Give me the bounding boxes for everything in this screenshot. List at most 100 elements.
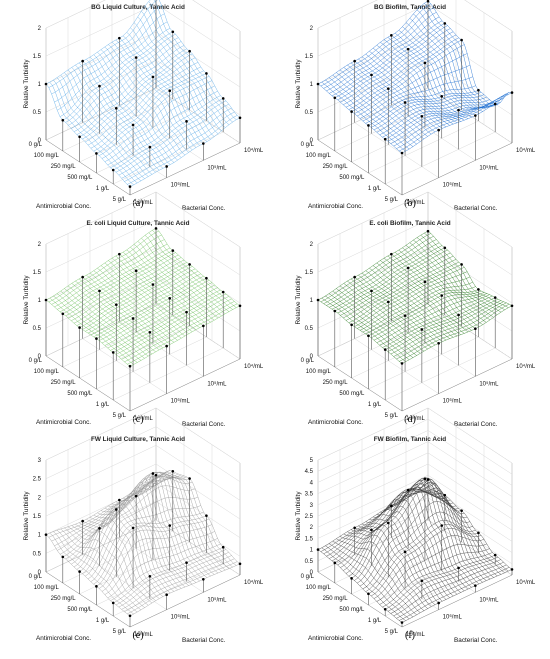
- x-axis-label: Antimicrobial Conc.: [36, 419, 91, 426]
- data-point: [403, 550, 407, 554]
- data-point: [134, 494, 138, 498]
- data-point: [165, 344, 168, 348]
- mesh-line-v: [391, 478, 476, 586]
- data-point: [98, 84, 101, 88]
- y-axis-label: Bacterial Conc.: [454, 205, 498, 212]
- mesh-line-v: [82, 509, 167, 595]
- y-tick-label: 10⁷/mL: [134, 631, 154, 638]
- data-point: [383, 348, 387, 351]
- mesh-line-v: [361, 56, 447, 128]
- x-tick-label: 250 mg/L: [51, 596, 77, 602]
- z-tick-label: 0: [310, 570, 314, 576]
- mesh-line-v: [420, 483, 505, 573]
- mesh-line-v: [122, 472, 208, 578]
- mesh-line-v: [97, 495, 182, 589]
- mesh-line-u: [362, 76, 473, 122]
- mesh-line-v: [427, 231, 513, 306]
- data-point: [350, 323, 353, 327]
- data-point: [118, 252, 121, 256]
- mesh-line-v: [380, 42, 465, 121]
- x-tick-label: 250 mg/L: [323, 596, 349, 602]
- x-axis-label: Antimicrobial Conc.: [308, 419, 363, 426]
- data-point: [510, 304, 514, 308]
- mesh-line-v: [350, 62, 436, 133]
- data-point: [61, 555, 65, 559]
- data-point: [423, 280, 427, 284]
- mesh-line-v: [122, 35, 208, 142]
- data-point: [443, 493, 447, 497]
- mesh-line-u: [129, 563, 241, 617]
- z-tick-label: 2: [310, 525, 314, 531]
- mesh-line-v: [350, 524, 436, 605]
- data-point: [477, 531, 480, 535]
- data-point: [154, 473, 158, 477]
- mesh-line-u: [376, 96, 487, 133]
- mesh-line-v: [325, 545, 410, 619]
- mesh-line-v: [416, 9, 502, 108]
- mesh-line-v: [391, 35, 476, 116]
- data-point: [493, 296, 497, 299]
- data-point: [440, 95, 444, 98]
- mesh-line-v: [361, 272, 447, 341]
- mesh-line-v: [409, 242, 494, 318]
- data-point: [171, 249, 175, 252]
- mesh-line-u: [71, 41, 182, 129]
- y-tick-label: 10⁵/mL: [207, 164, 227, 171]
- mesh-line-v: [130, 472, 215, 575]
- y-tick-label: 10⁶/mL: [443, 182, 463, 189]
- mesh-line-v: [130, 27, 215, 137]
- data-point: [61, 118, 65, 122]
- data-point: [386, 521, 390, 525]
- y-axis-label: Bacterial Conc.: [454, 637, 498, 644]
- z-tick-label: 4: [310, 480, 314, 486]
- data-point: [426, 229, 430, 233]
- data-point: [114, 508, 118, 511]
- y-tick-label: 10⁶/mL: [443, 398, 463, 405]
- mesh-line-v: [358, 275, 443, 342]
- z-tick-label: 1: [310, 548, 314, 554]
- mesh-line-v: [424, 3, 509, 107]
- y-tick-label: 10⁴/mL: [244, 579, 264, 586]
- data-point: [353, 59, 356, 63]
- data-point: [457, 313, 460, 317]
- z-tick-label: 1.5: [305, 270, 314, 276]
- data-point: [437, 341, 440, 345]
- mesh-line-v: [104, 486, 189, 586]
- data-point: [477, 88, 480, 92]
- data-point: [493, 102, 497, 106]
- mesh-line-u: [45, 0, 151, 85]
- mesh-line-v: [45, 534, 131, 616]
- chart-panel-f: 0 0.5 1 1.5 2 2.5 3 3.5 4 4.5 5 Relative Turbidity 0…: [295, 407, 536, 644]
- mesh-line-u: [113, 546, 224, 604]
- x-tick-label: 5 g/L: [385, 413, 399, 419]
- data-point: [510, 568, 514, 571]
- mesh-line-v: [398, 30, 483, 112]
- z-tick-label: 1.5: [33, 270, 42, 276]
- data-point: [205, 276, 208, 280]
- y-tick-label: 10⁵/mL: [479, 596, 499, 603]
- y-tick-label: 10⁷/mL: [406, 631, 426, 638]
- mesh-line-v: [420, 6, 505, 108]
- mesh-line-v: [137, 16, 222, 131]
- mesh-line-v: [108, 482, 193, 585]
- mesh-line-v: [383, 484, 469, 590]
- mesh-line-v: [409, 491, 494, 578]
- data-point: [128, 364, 132, 368]
- mesh-line-v: [383, 39, 469, 119]
- y-tick-label: 10⁷/mL: [134, 199, 154, 206]
- data-point: [188, 263, 191, 266]
- x-tick-label: 5 g/L: [385, 629, 399, 635]
- z-tick-label: 1: [310, 298, 314, 304]
- data-point: [81, 59, 84, 63]
- mesh-line-v: [78, 512, 164, 597]
- z-tick-label: 0: [38, 138, 42, 144]
- surface-mesh: [317, 477, 513, 623]
- mesh-line-v: [104, 46, 189, 153]
- mesh-line-v: [409, 18, 494, 109]
- mesh-line-v: [398, 249, 483, 325]
- y-tick-label: 10⁶/mL: [171, 614, 191, 621]
- panel-caption: (d): [404, 414, 416, 425]
- chart-title: E. coli Liquid Culture, Tannic Acid: [87, 220, 190, 227]
- data-point: [44, 298, 48, 302]
- x-tick-label: 250 mg/L: [51, 164, 77, 170]
